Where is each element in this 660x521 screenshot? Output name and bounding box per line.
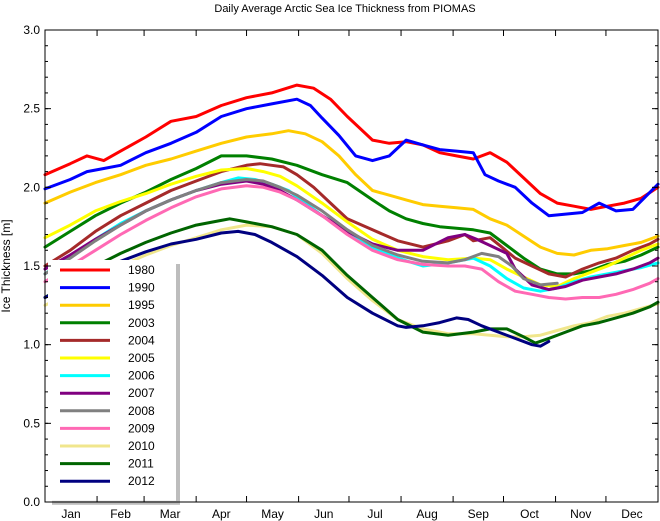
legend-label-2010: 2010 <box>128 439 155 453</box>
series-line-2009 <box>43 184 660 301</box>
x-tick-label: Dec <box>621 507 642 521</box>
x-tick-label: Jun <box>314 507 333 521</box>
legend-label-1990: 1990 <box>128 281 155 295</box>
chart-title: Daily Average Arctic Sea Ice Thickness f… <box>214 3 475 15</box>
legend-label-1980: 1980 <box>128 263 155 277</box>
legend-label-2005: 2005 <box>128 351 155 365</box>
y-tick-label: 2.0 <box>23 180 40 194</box>
x-tick-label: Jan <box>61 507 80 521</box>
legend-label-2008: 2008 <box>128 404 155 418</box>
series-line-1995 <box>43 129 660 257</box>
y-tick-label: 1.0 <box>23 338 40 352</box>
legend-box <box>48 260 176 501</box>
x-tick-label: Feb <box>110 507 131 521</box>
series-line-2004 <box>43 162 660 279</box>
series-line-2011 <box>43 217 660 345</box>
legend: 1980 1990 1995 2003 2004 2005 2006 2007 2008 2009… <box>48 260 180 505</box>
series-line-2005 <box>43 167 660 288</box>
y-tick-label: 3.0 <box>23 23 40 37</box>
y-tick-label: 2.5 <box>23 102 40 116</box>
legend-label-1995: 1995 <box>128 298 155 312</box>
series-line-2012 <box>43 229 551 348</box>
x-tick-label: Jul <box>367 507 382 521</box>
legend-label-2004: 2004 <box>128 333 155 347</box>
x-tick-label: Apr <box>212 507 231 521</box>
legend-label-2009: 2009 <box>128 421 155 435</box>
x-tick-label: Nov <box>570 507 591 521</box>
x-tick-label: May <box>261 507 284 521</box>
y-axis-title: Ice Thickness [m] <box>0 219 13 312</box>
y-tick-label: 1.5 <box>23 259 40 273</box>
y-tick-label: 0.0 <box>23 495 40 509</box>
series-line-2008 <box>43 178 559 287</box>
axes-layer: 0.0 0.5 1.0 1.5 2.0 2.5 3.0 Jan Feb Mar Apr May Jun J… <box>23 23 659 521</box>
series-line-1990 <box>43 97 660 218</box>
series-line-1980 <box>43 83 660 211</box>
x-tick-label: Oct <box>520 507 539 521</box>
x-tick-label: Aug <box>416 507 437 521</box>
x-tick-label: Sep <box>468 507 490 521</box>
legend-label-2011: 2011 <box>128 457 154 471</box>
legend-label-2012: 2012 <box>128 474 155 488</box>
series-layer <box>43 83 660 348</box>
legend-label-2007: 2007 <box>128 386 155 400</box>
legend-label-2006: 2006 <box>128 369 155 383</box>
y-tick-label: 0.5 <box>23 416 40 430</box>
legend-label-2003: 2003 <box>128 316 155 330</box>
x-tick-label: Mar <box>160 507 181 521</box>
